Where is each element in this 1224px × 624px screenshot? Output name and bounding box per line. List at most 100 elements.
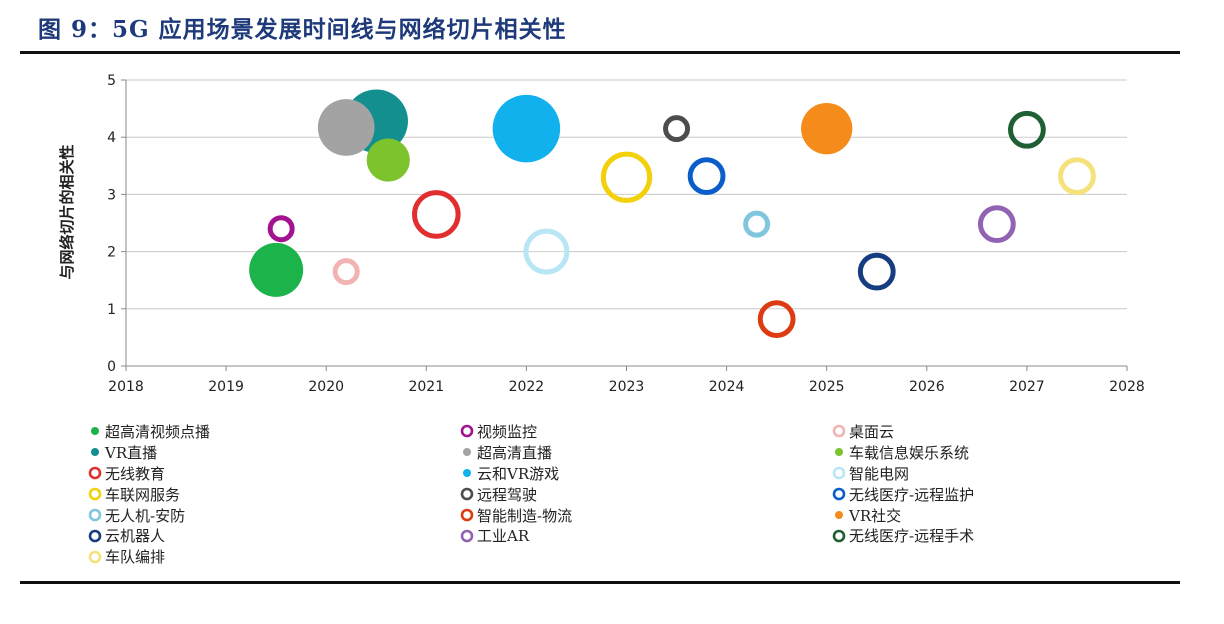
- legend-item: 车联网服务: [88, 484, 460, 505]
- legend-item: 超高清直播: [460, 442, 832, 463]
- bubble-4: [317, 99, 375, 156]
- legend-marker: [832, 529, 846, 543]
- legend-label: 车联网服务: [105, 485, 181, 504]
- legend-item: 智能制造-物流: [460, 505, 832, 526]
- y-tick-label: 1: [107, 302, 116, 318]
- bubble-11: [687, 157, 726, 195]
- bubble-15: [857, 252, 896, 291]
- legend-label: 车载信息娱乐系统: [849, 443, 970, 462]
- legend-label: VR社交: [849, 506, 902, 525]
- legend-item: 桌面云: [832, 421, 1088, 442]
- legend-item: VR直播: [88, 442, 460, 463]
- legend-label: 超高清视频点播: [105, 422, 211, 441]
- legend-label: VR直播: [105, 443, 158, 462]
- chart-legend: 超高清视频点播 视频监控 桌面云 VR直播 超高清直播 车载信息娱乐系统无线教育 云和VR游…: [88, 421, 1088, 567]
- legend-item: 智能电网: [832, 463, 1088, 484]
- x-tick-label: 2020: [308, 379, 344, 395]
- legend-marker: [88, 466, 102, 480]
- legend-label: 远程驾驶: [477, 485, 538, 504]
- bubble-6: [412, 190, 461, 239]
- legend-item: VR社交: [832, 505, 1088, 526]
- bubble-16: [977, 205, 1016, 244]
- legend-label: 云和VR游戏: [477, 464, 560, 483]
- bubble-0: [249, 242, 304, 297]
- y-tick-label: 2: [107, 245, 116, 261]
- y-tick-labels: 0 1 2 3 4 5: [107, 73, 116, 375]
- legend-marker: [88, 529, 102, 543]
- legend-item: 车队编排: [88, 546, 460, 567]
- x-tick-label: 2019: [208, 379, 244, 395]
- bubble-13: [757, 300, 796, 338]
- y-tick-label: 3: [107, 187, 116, 203]
- x-tick-label: 2025: [809, 379, 845, 395]
- grid-lines: [121, 79, 1128, 371]
- x-tick-label: 2024: [709, 379, 745, 395]
- legend-item: 无线医疗-远程手术: [832, 525, 1088, 546]
- y-tick-label: 5: [107, 73, 116, 89]
- bubble-10: [663, 115, 691, 143]
- bubble-2: [332, 258, 360, 286]
- y-tick-label: 4: [107, 130, 116, 146]
- legend-item: 无人机-安防: [88, 505, 460, 526]
- y-axis-label: 与网络切片的相关性: [58, 144, 76, 279]
- legend-marker: [460, 508, 474, 522]
- legend-item: 无线教育: [88, 463, 460, 484]
- x-tick-label: 2023: [609, 379, 645, 395]
- legend-item: 车载信息娱乐系统: [832, 442, 1088, 463]
- legend-marker: [832, 466, 846, 480]
- legend-item: 云和VR游戏: [460, 463, 832, 484]
- legend-marker: [460, 487, 474, 501]
- x-tick-label: 2026: [909, 379, 945, 395]
- legend-label: 工业AR: [477, 527, 530, 546]
- legend-item: 远程驾驶: [460, 484, 832, 505]
- bubble-18: [1058, 157, 1096, 195]
- legend-marker: [88, 550, 102, 564]
- legend-label: 智能制造-物流: [477, 506, 573, 525]
- legend-label: 无线教育: [105, 464, 166, 483]
- legend-label: 视频监控: [477, 422, 538, 441]
- legend-label: 车队编排: [105, 548, 166, 567]
- legend-marker: [88, 487, 102, 501]
- legend-label: 无线医疗-远程监护: [849, 485, 975, 504]
- x-tick-label: 2018: [108, 379, 144, 395]
- legend-item: 超高清视频点播: [88, 421, 460, 442]
- legend-item: 云机器人: [88, 525, 460, 546]
- legend-marker: [835, 448, 843, 457]
- top-rule: [20, 51, 1180, 54]
- legend-marker: [463, 469, 471, 478]
- legend-marker: [460, 529, 474, 543]
- bubble-17: [1008, 110, 1046, 149]
- legend-marker: [832, 425, 846, 438]
- legend-marker: [460, 425, 474, 438]
- legend-marker: [835, 511, 843, 519]
- x-tick-label: 2022: [509, 379, 545, 395]
- legend-marker: [91, 427, 99, 436]
- bottom-rule: [20, 581, 1180, 584]
- legend-marker: [91, 448, 99, 457]
- legend-item: 工业AR: [460, 525, 832, 546]
- legend-marker: [463, 448, 471, 457]
- page-title: 图 9：5G 应用场景发展时间线与网络切片相关性: [38, 16, 567, 43]
- legend-label: 云机器人: [105, 527, 166, 546]
- bubble-14: [801, 102, 853, 155]
- bubble-series: [249, 89, 1096, 338]
- legend-label: 超高清直播: [477, 443, 553, 462]
- bubble-12: [743, 210, 771, 238]
- legend-label: 无人机-安防: [105, 506, 186, 525]
- x-tick-label: 2028: [1109, 379, 1145, 395]
- bubble-7: [492, 94, 561, 163]
- legend-label: 智能电网: [849, 464, 910, 483]
- y-tick-label: 0: [107, 359, 116, 375]
- x-tick-label: 2021: [408, 379, 444, 395]
- legend-label: 无线医疗-远程手术: [849, 527, 975, 546]
- legend-marker: [88, 508, 102, 522]
- bubble-1: [267, 215, 295, 243]
- x-tick-label: 2027: [1009, 379, 1045, 395]
- x-tick-labels: 2018 2019 2020 2021 2022 2023 2024 2025 2026 2027…: [108, 379, 1145, 395]
- legend-item: 视频监控: [460, 421, 832, 442]
- legend-marker: [832, 487, 846, 501]
- legend-item: 无线医疗-远程监护: [832, 484, 1088, 505]
- bubble-5: [366, 138, 410, 182]
- bubble-8: [523, 228, 570, 275]
